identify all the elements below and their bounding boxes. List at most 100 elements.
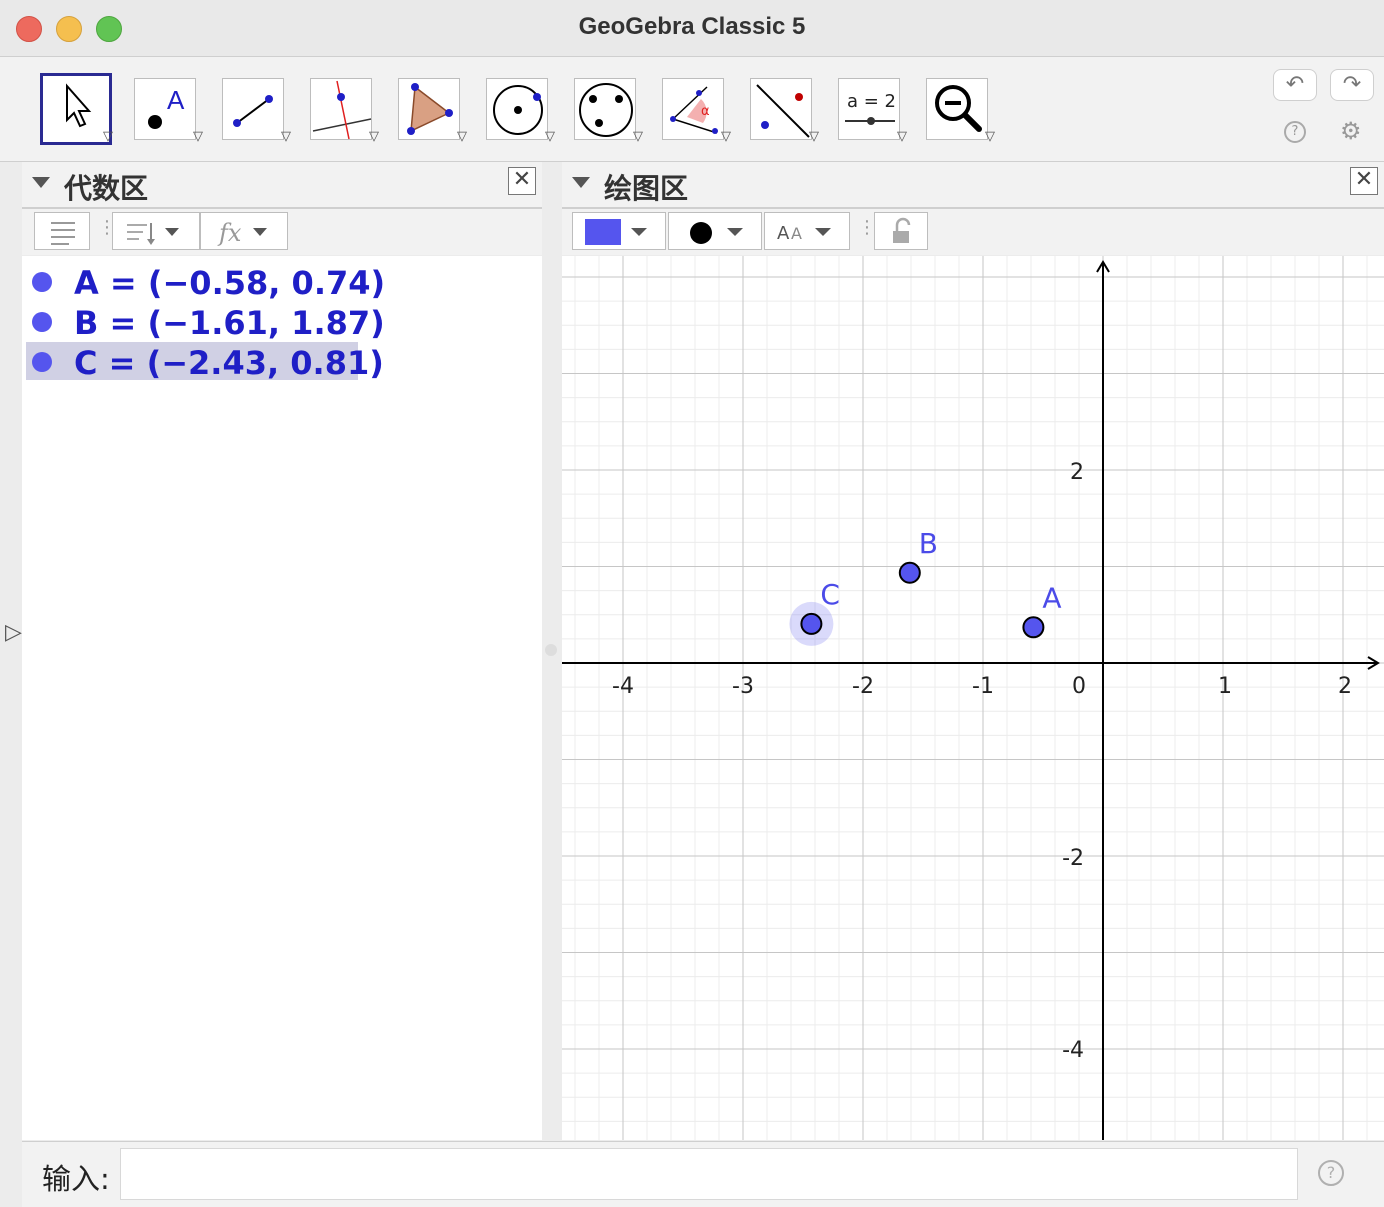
polygon-tool-button[interactable]: ▽: [398, 78, 467, 144]
graphics-view[interactable]: -4 -3 -2 -1 0 1 2 2 -2 -4 A B C: [562, 256, 1384, 1140]
collapse-triangle-icon[interactable]: [32, 177, 50, 188]
slider-tool-button[interactable]: a = 2 ▽: [838, 78, 907, 144]
point-style-icon: [690, 222, 743, 244]
algebra-item-text[interactable]: C = (−2.43, 0.81): [74, 344, 384, 382]
visibility-toggle-icon[interactable]: [32, 312, 52, 332]
input-bar: 输入: ?: [22, 1141, 1384, 1207]
algebra-view-title: 代数区: [64, 172, 149, 205]
panel-divider-handle[interactable]: [545, 644, 557, 656]
sort-by-dropdown[interactable]: [112, 212, 200, 250]
axes: [562, 260, 1380, 1140]
svg-text:A: A: [791, 224, 802, 243]
color-dropdown[interactable]: [572, 212, 666, 250]
y-tick-label: -2: [1062, 846, 1084, 871]
perpendicular-line-tool-button[interactable]: ▽: [310, 78, 379, 144]
close-icon: ✕: [512, 167, 532, 192]
undo-icon: ↶: [1285, 72, 1305, 97]
redo-icon: ↷: [1342, 72, 1362, 97]
toggle-description-button[interactable]: [34, 212, 90, 250]
svg-text:A: A: [777, 223, 790, 244]
x-tick-label: 0: [1072, 674, 1086, 699]
y-axis-arrow-icon: [1096, 260, 1110, 273]
circle-icon: [493, 85, 543, 135]
point-icon: A: [148, 85, 185, 129]
lock-button[interactable]: [874, 212, 928, 250]
collapse-triangle-icon[interactable]: [572, 177, 590, 188]
point-B[interactable]: [898, 561, 921, 584]
point-style-dropdown[interactable]: [668, 212, 762, 250]
visibility-toggle-icon[interactable]: [32, 272, 52, 292]
x-axis-arrow-icon: [1367, 656, 1380, 670]
separator: ⋮: [858, 217, 876, 238]
window-title: GeoGebra Classic 5: [578, 13, 806, 40]
y-tick-label: -4: [1062, 1038, 1084, 1063]
toolbar: ▽ A ▽ ▽ ▽ ▽ ▽: [0, 57, 1384, 162]
undo-button[interactable]: ↶: [1273, 69, 1317, 101]
points[interactable]: A B C: [789, 527, 1062, 650]
circle-tool-button[interactable]: ▽: [486, 78, 555, 144]
close-icon: ✕: [1354, 167, 1374, 192]
move-tool-button[interactable]: ▽: [40, 73, 113, 145]
expand-sidebar-icon[interactable]: ▷: [5, 620, 22, 645]
dropdown-arrow-icon: [631, 228, 647, 236]
tick-labels: -4 -3 -2 -1 0 1 2 2 -2 -4: [612, 460, 1352, 1063]
algebra-style-bar: ⋮ fx: [22, 209, 542, 255]
point-tool-button[interactable]: A ▽: [134, 78, 203, 144]
x-tick-label: -2: [852, 674, 874, 699]
algebra-item-C[interactable]: C = (−2.43, 0.81): [26, 342, 384, 382]
point-A-label: A: [1042, 581, 1061, 614]
x-tick-label: -1: [972, 674, 994, 699]
point-C[interactable]: [800, 612, 823, 635]
title-bar: GeoGebra Classic 5: [0, 0, 1384, 57]
angle-icon: α: [670, 86, 718, 134]
svg-text:fx: fx: [217, 219, 242, 247]
minimize-window-button[interactable]: [56, 16, 82, 42]
color-swatch: [585, 219, 621, 245]
function-input-dropdown[interactable]: fx: [200, 212, 288, 250]
algebra-close-button[interactable]: ✕: [508, 167, 536, 195]
visibility-toggle-icon[interactable]: [32, 352, 52, 372]
close-window-button[interactable]: [16, 16, 42, 42]
segment-icon: [233, 95, 273, 127]
input-label: 输入:: [42, 1162, 110, 1196]
polygon-icon: [407, 83, 453, 135]
sort-icon: [127, 223, 179, 245]
reflect-line-icon: [756, 84, 810, 138]
redo-button[interactable]: ↷: [1330, 69, 1374, 101]
settings-gear-icon[interactable]: ⚙: [1340, 117, 1362, 145]
unlock-icon: [893, 217, 911, 243]
separator: ⋮: [98, 217, 116, 238]
svg-text:A: A: [167, 85, 185, 115]
algebra-item-text[interactable]: A = (−0.58, 0.74): [74, 264, 386, 302]
conic-tool-button[interactable]: ▽: [574, 78, 643, 144]
graphics-view-header: 绘图区 ✕: [562, 162, 1384, 209]
reflect-tool-button[interactable]: ▽: [750, 78, 819, 144]
perpendicular-line-icon: [312, 80, 372, 140]
help-icon[interactable]: ?: [1284, 121, 1306, 143]
point-A[interactable]: [1022, 616, 1045, 639]
point-C-label: C: [820, 578, 840, 611]
conic-circle-icon: [579, 83, 633, 137]
x-tick-label: 2: [1338, 674, 1352, 699]
segment-tool-button[interactable]: ▽: [222, 78, 291, 144]
arrow-cursor-icon: [66, 83, 92, 128]
svg-text:a = 2: a = 2: [847, 91, 896, 112]
minor-grid: [562, 256, 1384, 1140]
list-lines-icon: [51, 222, 75, 245]
x-tick-label: 1: [1218, 674, 1232, 699]
algebra-item-text[interactable]: B = (−1.61, 1.87): [74, 304, 385, 342]
algebra-view: A = (−0.58, 0.74) B = (−1.61, 1.87) C = …: [22, 256, 542, 1140]
input-help-icon[interactable]: ?: [1318, 1160, 1344, 1186]
fx-icon: fx: [217, 219, 267, 247]
input-field[interactable]: [120, 1148, 1298, 1200]
coordinate-plane[interactable]: -4 -3 -2 -1 0 1 2 2 -2 -4 A B C: [562, 256, 1384, 1140]
zoom-out-tool-button[interactable]: ▽: [926, 78, 995, 144]
graphics-close-button[interactable]: ✕: [1350, 167, 1378, 195]
zoom-out-icon: [935, 85, 982, 132]
svg-text:α: α: [701, 104, 710, 119]
angle-tool-button[interactable]: α ▽: [662, 78, 731, 144]
point-B-label: B: [919, 527, 938, 560]
zoom-window-button[interactable]: [96, 16, 122, 42]
